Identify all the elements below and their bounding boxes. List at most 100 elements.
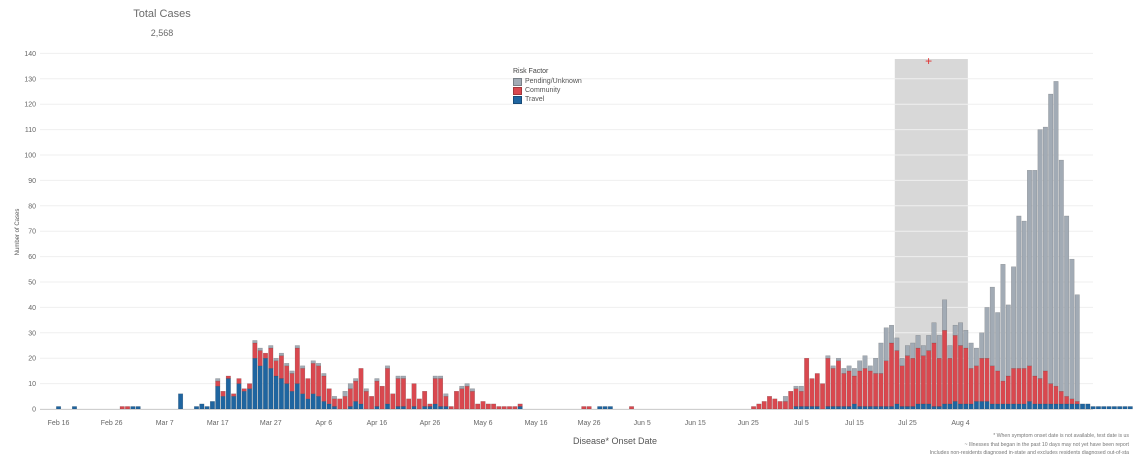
bar-community [241,388,247,392]
bar-community [326,388,332,405]
x-tick-label: Aug 4 [951,420,969,427]
bar-pending [294,345,300,349]
bar-community [1005,375,1011,405]
bar-pending [968,342,974,369]
bar-pending [321,373,327,377]
bar-community [321,375,327,402]
x-tick-label: Apr 16 [367,420,388,427]
bar-pending [300,365,306,369]
y-tick-label: 80 [28,203,36,210]
bar-travel [438,406,444,410]
bar-travel [947,403,953,410]
bar-pending [464,383,470,387]
legend-swatch [513,86,522,95]
bar-pending [862,355,868,369]
bar-travel [958,403,963,410]
bar-pending [836,358,841,361]
y-tick-label: 10 [28,381,36,388]
bar-community [984,358,990,402]
bar-travel [215,385,221,410]
bar-pending [798,385,804,392]
bar-community [427,403,433,407]
bar-community [846,370,852,407]
bar-pending [400,375,406,379]
bar-travel [310,393,316,410]
bar-community [363,391,369,410]
bar-community [225,375,231,379]
bar-travel [1037,403,1043,410]
bar-community [390,393,396,410]
bar-travel [300,393,306,410]
bar-community [947,358,953,405]
bar-community [629,406,635,410]
bar-travel [936,406,942,410]
bar-travel [952,401,958,410]
bar-travel [1101,406,1107,410]
bar-travel [1000,403,1006,410]
bar-community [862,368,868,407]
bar-community [512,406,518,410]
bar-travel [873,406,879,410]
bar-community [220,391,226,397]
bar-pending [1011,266,1017,369]
bar-community [995,370,1001,405]
bar-travel [194,406,199,410]
bar-community [491,403,497,410]
bar-travel [241,391,247,410]
y-tick-label: 90 [28,178,36,185]
bar-pending [931,322,937,344]
bar-travel [225,378,231,410]
bar-travel [809,406,815,410]
bar-travel [220,396,226,410]
bar-community [395,378,401,407]
bar-community [793,388,799,407]
bar-pending [252,340,258,344]
bar-community [411,383,417,407]
bar-community [952,335,958,402]
bar-community [873,373,879,407]
bar-travel [607,406,613,410]
y-tick-label: 70 [28,229,36,236]
bar-pending [443,393,449,397]
y-tick-label: 130 [24,76,36,83]
bar-pending [899,358,905,367]
bar-travel [517,406,523,410]
bar-community [300,368,306,394]
bar-pending [310,360,316,364]
bar-pending [889,324,894,344]
bar-community [454,391,459,410]
bar-community [369,396,375,410]
total-cases-value: 2,568 [150,28,174,38]
bar-community [480,401,486,410]
bar-travel [968,403,974,410]
bar-pending [273,358,279,361]
bar-community [485,403,491,410]
bar-pending [952,324,958,336]
bar-pending [984,307,990,359]
bar-travel [1032,403,1038,410]
bar-community [400,378,406,407]
bar-community [581,406,587,410]
bar-community [777,401,783,410]
legend-swatch [513,77,522,86]
legend-item: Pending/Unknown [513,77,582,86]
bar-community [263,352,268,359]
bar-travel [1122,406,1128,410]
y-tick-label: 30 [28,330,36,337]
bar-community [899,365,905,407]
y-tick-label: 60 [28,254,36,261]
bar-pending [1027,170,1032,367]
bar-travel [236,383,242,410]
bar-community [1027,365,1032,402]
bar-community [867,370,873,407]
bar-travel [247,388,253,410]
bar-pending [353,378,359,382]
bar-community [1037,378,1043,405]
bar-pending [289,370,295,374]
bar-pending [947,345,953,359]
bar-pending [438,375,444,379]
bar-community [215,380,221,387]
bar-travel [904,406,910,410]
bar-travel [894,403,900,410]
bar-community [422,391,428,407]
